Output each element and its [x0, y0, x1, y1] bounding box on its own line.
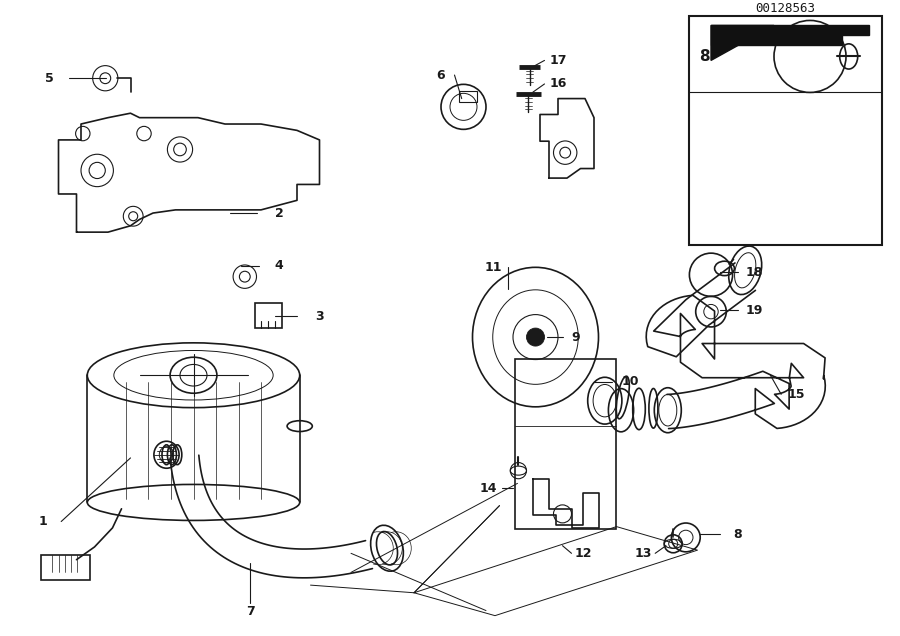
Text: 5: 5 [45, 72, 54, 85]
Text: 8: 8 [699, 49, 710, 64]
Text: 00128563: 00128563 [755, 2, 815, 15]
Text: 3: 3 [315, 310, 324, 322]
Text: 11: 11 [484, 261, 502, 273]
Text: 16: 16 [549, 78, 567, 90]
Bar [515, 359, 616, 529]
Bar [255, 303, 282, 328]
Text: 1: 1 [39, 515, 48, 528]
Text: 10: 10 [621, 375, 639, 388]
Polygon shape [711, 25, 774, 60]
Polygon shape [711, 25, 868, 45]
Text: 18: 18 [745, 266, 763, 279]
Text: 6: 6 [436, 69, 446, 81]
Bar [688, 16, 882, 245]
Bar [40, 555, 90, 580]
Text: 15: 15 [788, 388, 806, 401]
Text: 19: 19 [745, 304, 763, 317]
Text: 4: 4 [274, 259, 284, 272]
Text: 14: 14 [480, 482, 498, 495]
Text: 2: 2 [274, 207, 284, 219]
Text: 13: 13 [634, 547, 652, 560]
Text: 12: 12 [574, 547, 592, 560]
Text: 7: 7 [246, 605, 255, 618]
Text: 8: 8 [734, 528, 742, 541]
Circle shape [526, 328, 544, 346]
Bar [459, 91, 477, 102]
Text: 17: 17 [549, 54, 567, 67]
Text: 9: 9 [572, 331, 580, 343]
